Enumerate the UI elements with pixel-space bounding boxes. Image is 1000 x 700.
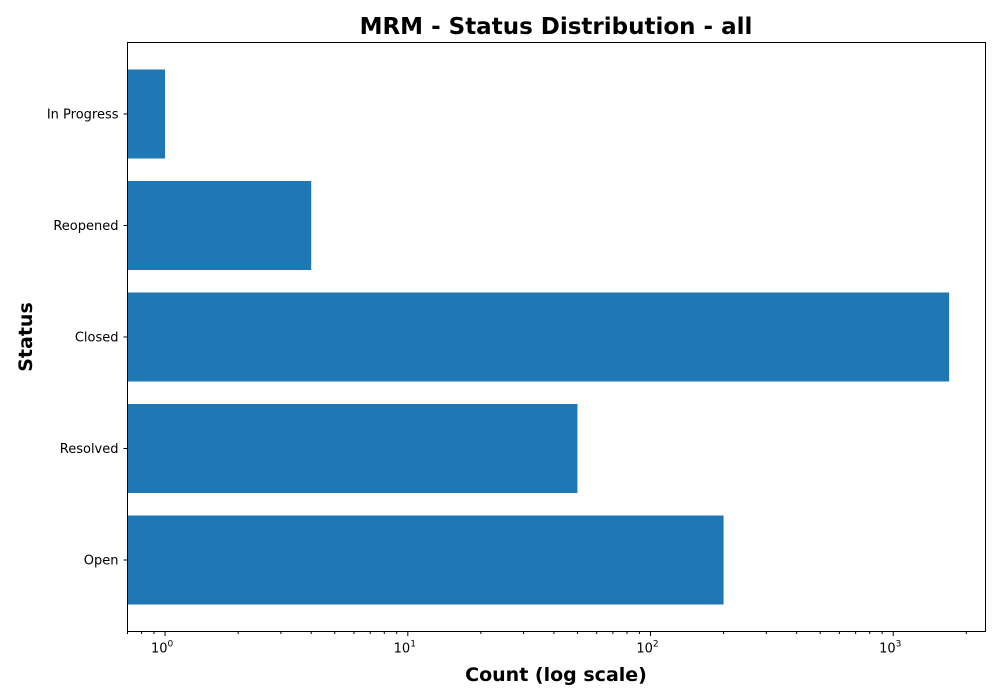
y-axis-ticks: In Progress Reopened Closed Resolved Open bbox=[47, 108, 128, 569]
bar-resolved bbox=[127, 404, 578, 493]
x-tick-label: 100 bbox=[151, 640, 174, 657]
x-tick-label: 101 bbox=[394, 640, 416, 657]
y-tick-label: In Progress bbox=[47, 108, 119, 123]
x-axis-ticks: 100 101 102 103 bbox=[127, 631, 967, 657]
bar-in-progress bbox=[127, 69, 166, 159]
x-tick-label: 103 bbox=[879, 640, 901, 657]
bar-reopened bbox=[127, 181, 312, 270]
y-axis-label: Status bbox=[15, 302, 37, 372]
y-tick-label: Reopened bbox=[53, 219, 118, 234]
y-tick-label: Closed bbox=[75, 331, 119, 346]
chart-title: MRM - Status Distribution - all bbox=[360, 14, 753, 40]
y-tick-label: Resolved bbox=[60, 442, 119, 457]
x-tick-label: 102 bbox=[636, 640, 658, 657]
y-tick-label: Open bbox=[84, 554, 119, 569]
bars-group bbox=[127, 69, 950, 605]
bar-closed bbox=[127, 292, 950, 382]
x-axis-label: Count (log scale) bbox=[465, 664, 647, 686]
bar-open bbox=[127, 515, 724, 605]
